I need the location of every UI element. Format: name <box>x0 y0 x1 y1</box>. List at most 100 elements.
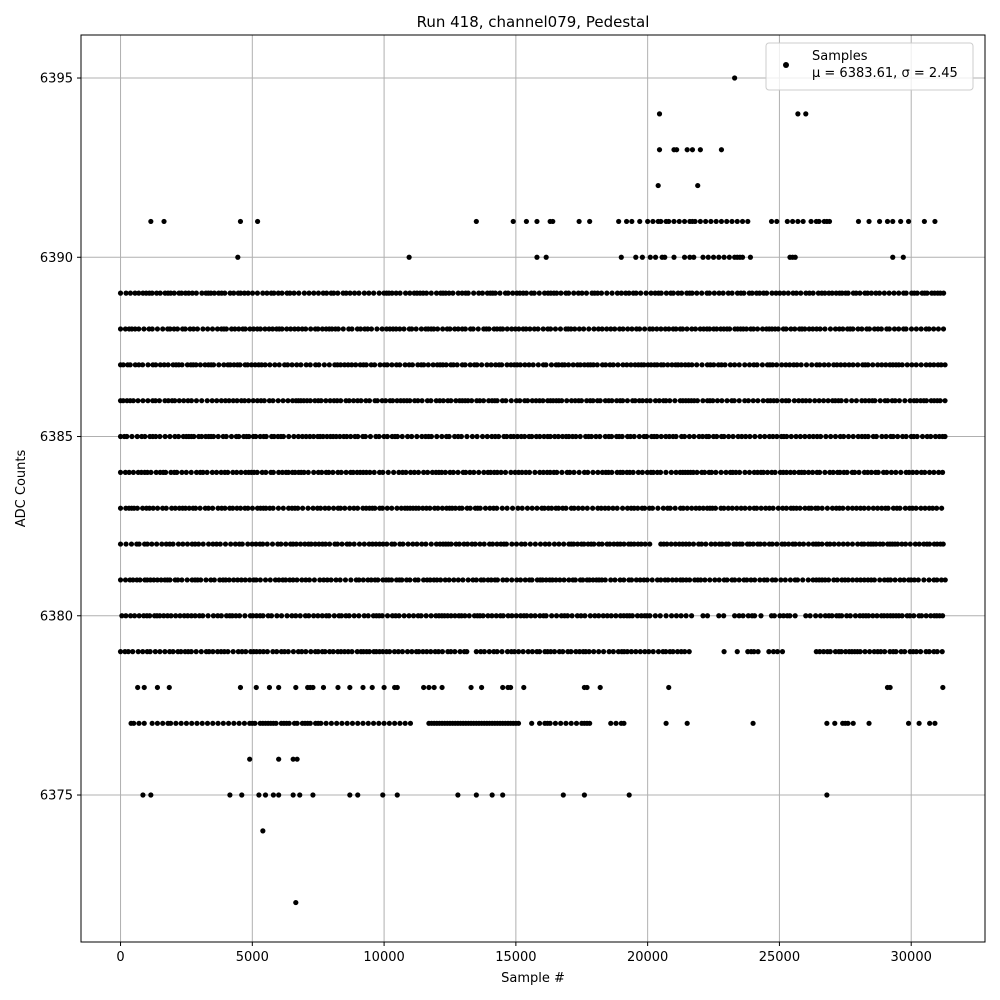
data-point <box>553 613 560 619</box>
data-point <box>225 720 232 726</box>
data-point <box>141 684 147 691</box>
data-point <box>769 290 775 296</box>
data-point <box>647 613 653 619</box>
data-point <box>443 362 449 368</box>
data-point <box>644 433 650 440</box>
data-point <box>260 541 266 547</box>
data-point <box>918 326 924 332</box>
data-point <box>500 613 506 619</box>
data-point <box>893 469 899 475</box>
data-point <box>684 326 690 332</box>
data-point <box>411 469 417 475</box>
data-point <box>331 613 337 619</box>
data-point <box>857 505 864 511</box>
data-point <box>928 613 934 619</box>
data-point <box>435 649 442 655</box>
data-point <box>452 649 458 655</box>
data-point <box>795 111 801 117</box>
data-point <box>270 649 276 655</box>
data-point <box>759 326 766 332</box>
data-point <box>365 326 371 332</box>
data-point <box>324 577 330 583</box>
data-point <box>284 613 290 619</box>
data-point <box>649 505 656 511</box>
data-point <box>380 469 386 475</box>
data-point <box>428 433 435 440</box>
data-point <box>419 541 425 547</box>
data-point <box>586 649 592 655</box>
plot-frame <box>80 34 986 943</box>
data-point <box>810 469 816 475</box>
data-point <box>231 720 237 726</box>
data-point <box>263 433 269 440</box>
data-point <box>813 613 819 619</box>
data-point <box>633 254 639 260</box>
data-point <box>419 398 425 404</box>
data-point <box>193 398 200 404</box>
data-point <box>711 362 717 368</box>
data-point <box>939 613 946 619</box>
data-point <box>766 649 772 655</box>
data-point <box>569 613 575 619</box>
data-point <box>165 362 171 368</box>
data-point <box>503 541 510 547</box>
data-point <box>555 433 561 440</box>
data-point <box>552 433 558 440</box>
data-point <box>697 218 703 225</box>
data-point <box>800 541 807 547</box>
data-point <box>934 649 940 655</box>
data-point <box>361 541 367 547</box>
data-point <box>231 290 237 296</box>
data-point <box>875 362 881 368</box>
data-point <box>505 613 511 619</box>
data-point <box>711 290 717 296</box>
data-point <box>283 577 289 583</box>
data-point <box>283 541 289 547</box>
data-point <box>211 290 217 296</box>
data-point <box>274 649 280 655</box>
data-point <box>351 541 357 547</box>
data-point <box>345 362 351 368</box>
data-point <box>750 720 756 726</box>
data-point <box>402 290 409 296</box>
data-point <box>606 649 612 655</box>
data-point <box>368 577 374 583</box>
data-point <box>519 469 525 475</box>
data-point <box>167 326 173 332</box>
data-point <box>658 290 664 296</box>
data-point <box>639 469 646 475</box>
data-point <box>752 433 758 440</box>
data-point <box>305 505 311 511</box>
data-point <box>807 613 813 619</box>
data-point <box>335 290 341 296</box>
data-point <box>184 541 191 547</box>
data-point <box>679 290 685 296</box>
data-point <box>214 326 221 332</box>
data-point <box>665 577 671 583</box>
data-point <box>292 326 298 332</box>
data-point <box>172 398 178 404</box>
data-point <box>454 362 460 368</box>
data-point <box>448 649 454 655</box>
data-point <box>499 649 505 655</box>
data-point <box>480 398 487 404</box>
data-point <box>629 613 635 619</box>
data-point <box>194 326 201 332</box>
data-point <box>847 613 853 619</box>
data-point <box>197 505 203 511</box>
data-point <box>312 541 318 547</box>
data-point <box>827 649 833 655</box>
data-point <box>876 290 883 296</box>
data-point <box>200 541 206 547</box>
data-point <box>465 398 471 404</box>
data-point <box>791 469 797 475</box>
data-point <box>460 577 466 583</box>
data-point <box>575 505 581 511</box>
data-point <box>866 720 872 726</box>
data-point <box>328 720 334 726</box>
data-point <box>262 326 268 332</box>
data-point <box>161 218 167 225</box>
data-point <box>409 326 415 332</box>
data-point <box>641 362 647 368</box>
data-point <box>486 326 492 332</box>
